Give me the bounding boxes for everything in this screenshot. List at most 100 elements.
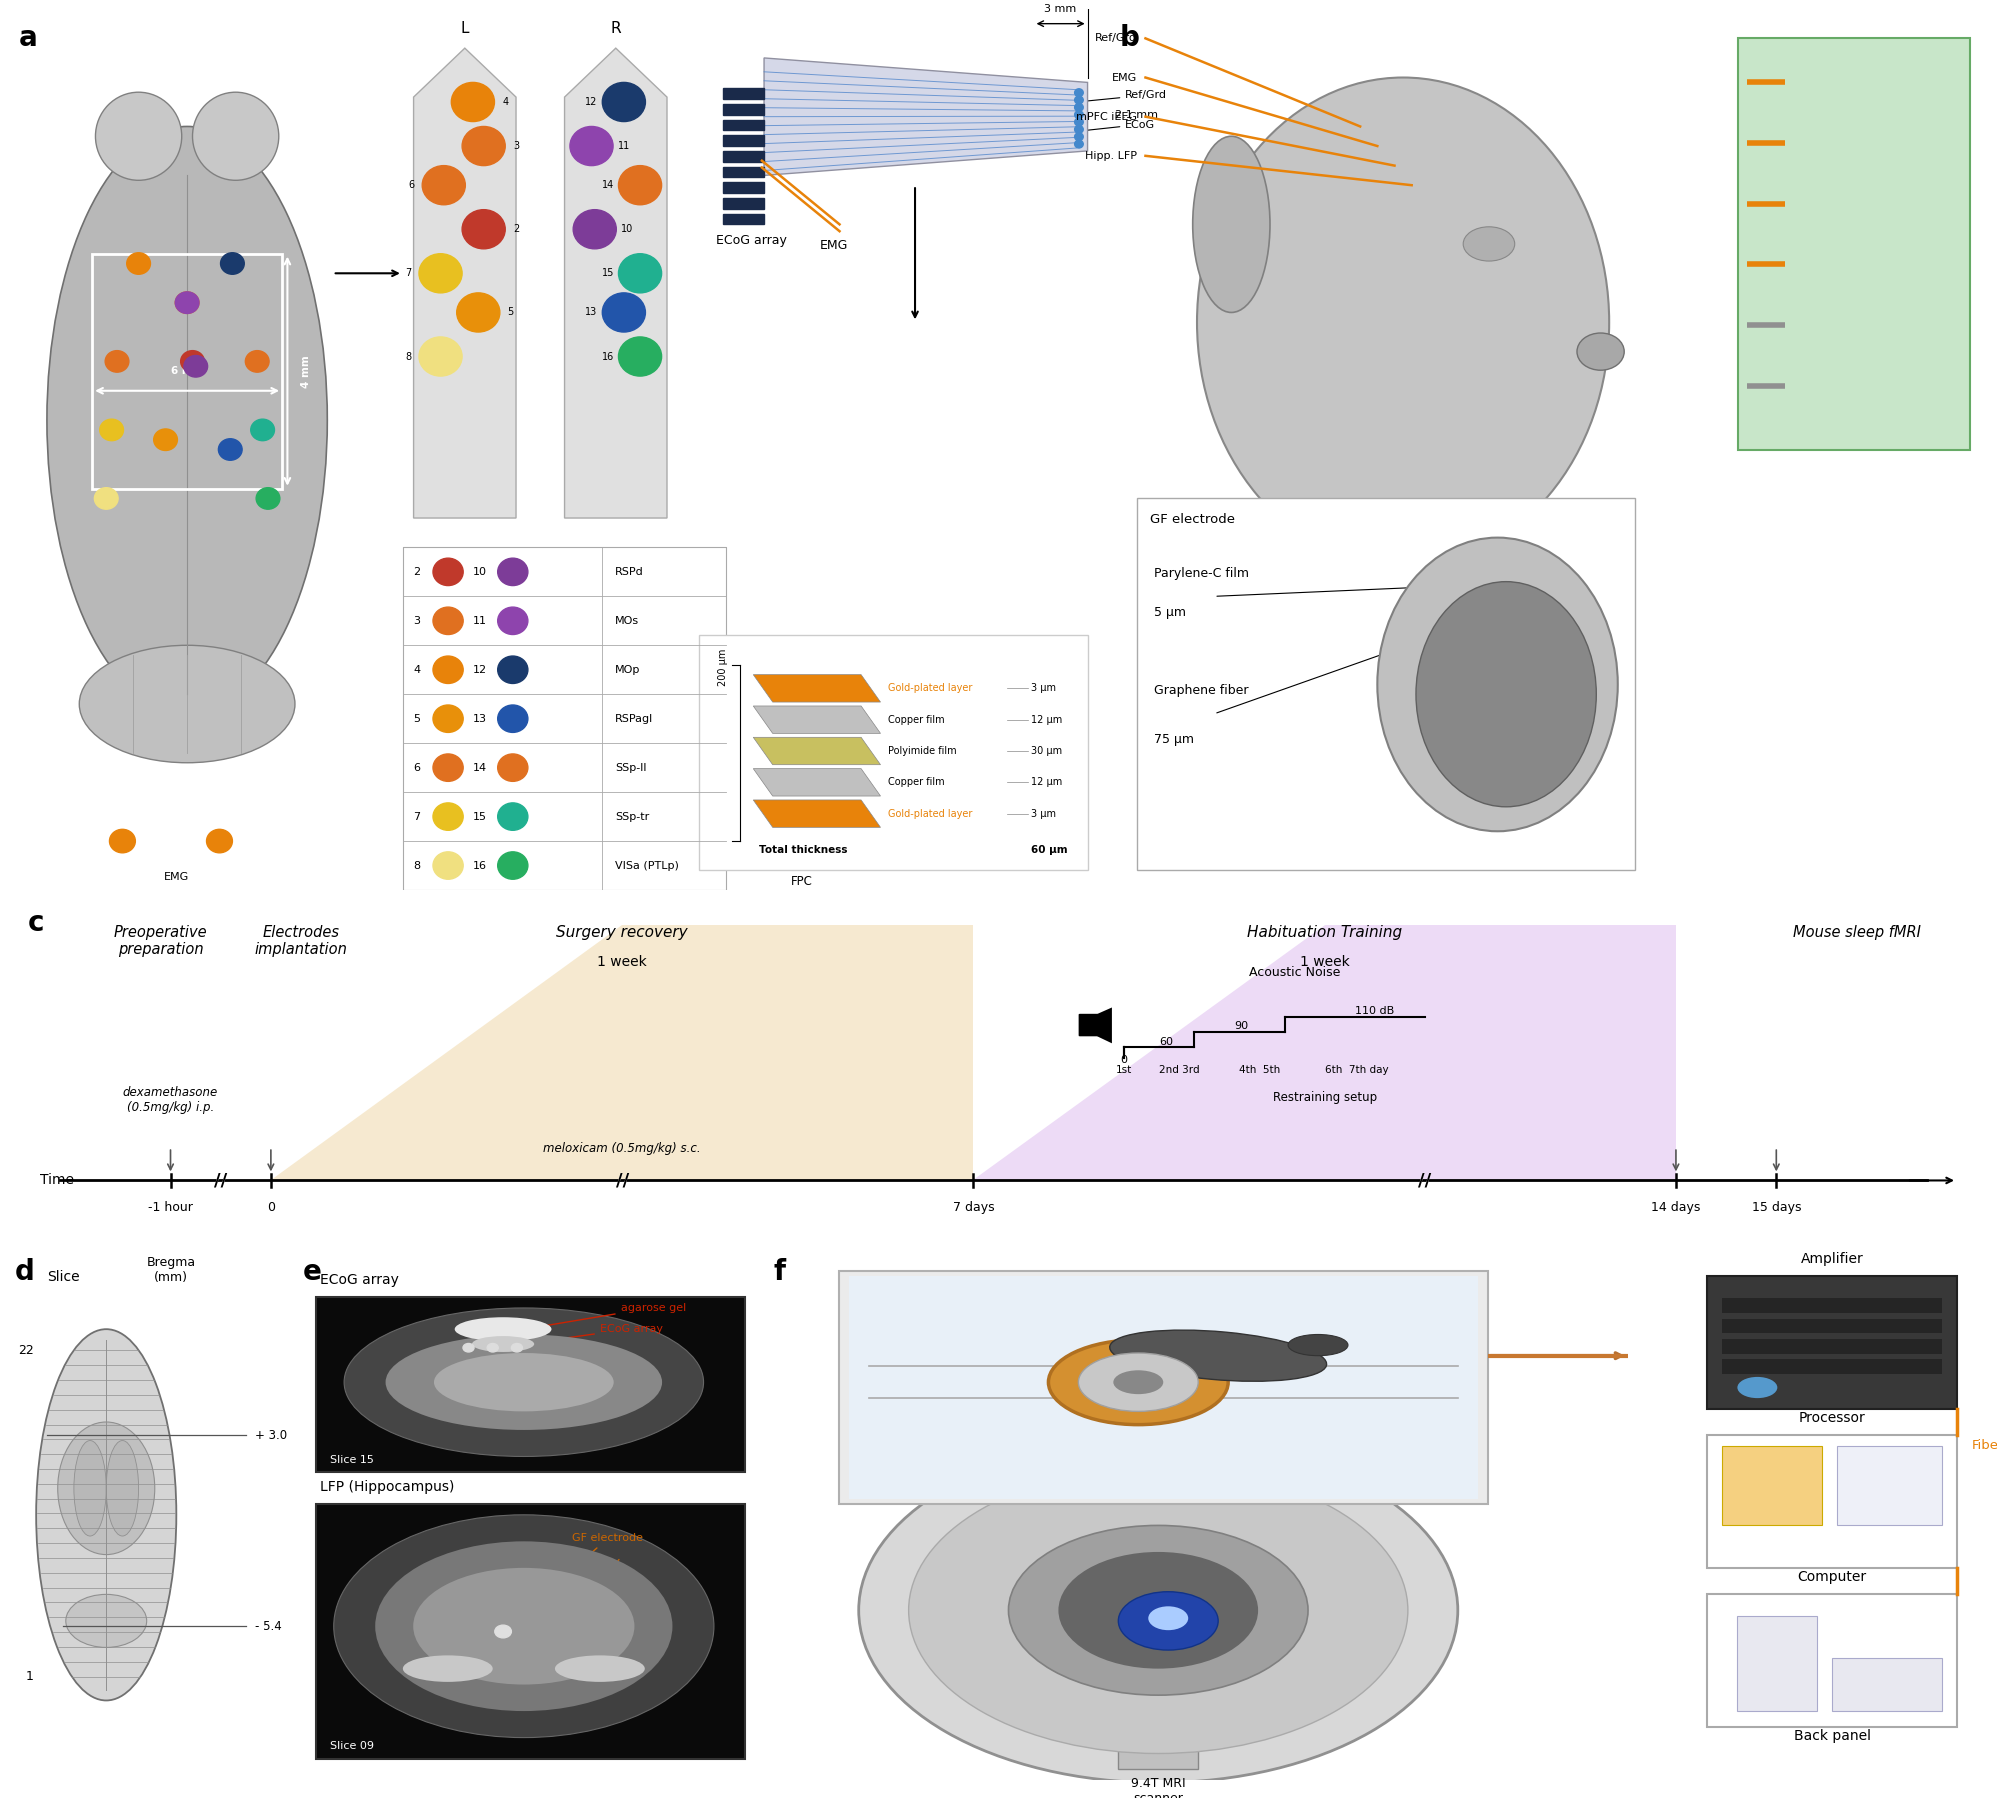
- Bar: [723, 135, 765, 146]
- Text: b: b: [1120, 23, 1140, 52]
- Text: RSPagl: RSPagl: [615, 714, 653, 725]
- Text: 75 μm: 75 μm: [1154, 734, 1194, 746]
- Circle shape: [126, 254, 150, 275]
- Text: MOp: MOp: [615, 665, 641, 674]
- Text: mPFC iEEG: mPFC iEEG: [1076, 111, 1136, 122]
- Ellipse shape: [1148, 1606, 1188, 1631]
- Ellipse shape: [1378, 538, 1618, 831]
- Text: 10: 10: [621, 225, 633, 234]
- Circle shape: [176, 291, 200, 313]
- Circle shape: [487, 1343, 499, 1352]
- Bar: [1721, 1318, 1941, 1334]
- Text: Back panel: Back panel: [1793, 1730, 1871, 1744]
- Circle shape: [1074, 140, 1082, 147]
- Circle shape: [252, 419, 274, 441]
- Text: Electrodes
implantation: Electrodes implantation: [254, 924, 347, 957]
- Circle shape: [421, 165, 465, 205]
- Circle shape: [433, 705, 463, 732]
- Text: 0: 0: [268, 1201, 276, 1214]
- Circle shape: [497, 656, 527, 683]
- Text: d: d: [14, 1257, 34, 1286]
- Ellipse shape: [58, 1422, 156, 1555]
- Text: 8: 8: [413, 861, 421, 870]
- Polygon shape: [1737, 1616, 1817, 1712]
- Ellipse shape: [192, 92, 280, 180]
- Text: //: //: [1418, 1172, 1432, 1190]
- Text: 9.4T MRI
scanner: 9.4T MRI scanner: [1130, 1778, 1186, 1798]
- Text: 11: 11: [473, 615, 487, 626]
- Text: 90: 90: [1234, 1021, 1248, 1032]
- Circle shape: [1074, 133, 1082, 140]
- Text: //: //: [214, 1172, 228, 1190]
- Text: VISa (PTLp): VISa (PTLp): [615, 861, 679, 870]
- Text: 6: 6: [407, 180, 415, 191]
- Ellipse shape: [96, 92, 182, 180]
- Bar: [316, 1298, 745, 1473]
- Text: Ref/Grd: Ref/Grd: [1793, 381, 1835, 390]
- Text: 2: 2: [513, 225, 519, 234]
- Text: a: a: [18, 23, 38, 52]
- Text: 30 μm: 30 μm: [1032, 746, 1062, 755]
- Ellipse shape: [36, 1329, 176, 1701]
- Ellipse shape: [859, 1438, 1458, 1782]
- Text: Copper film: Copper film: [889, 777, 945, 788]
- Text: ECoG: ECoG: [1080, 119, 1156, 131]
- Text: 3: 3: [413, 615, 421, 626]
- Circle shape: [1074, 111, 1082, 119]
- Circle shape: [1074, 88, 1082, 97]
- Text: ECoG array: ECoG array: [320, 1273, 399, 1287]
- Bar: [1837, 1446, 1941, 1525]
- Text: f: f: [775, 1257, 787, 1286]
- Text: Slice: Slice: [48, 1271, 80, 1284]
- Polygon shape: [753, 707, 881, 734]
- Circle shape: [433, 608, 463, 635]
- Text: Restraining setup: Restraining setup: [1272, 1091, 1376, 1104]
- Text: Copper film: Copper film: [889, 714, 945, 725]
- Ellipse shape: [333, 1514, 715, 1737]
- Text: 12 μm: 12 μm: [1032, 714, 1062, 725]
- Circle shape: [619, 165, 661, 205]
- Text: 14: 14: [601, 180, 613, 191]
- Ellipse shape: [1118, 1591, 1218, 1651]
- Ellipse shape: [1416, 583, 1596, 807]
- Circle shape: [419, 336, 461, 376]
- Ellipse shape: [343, 1307, 703, 1456]
- Text: Habituation Training: Habituation Training: [1246, 924, 1402, 940]
- Circle shape: [573, 210, 617, 248]
- Text: 3 mm: 3 mm: [1044, 4, 1076, 14]
- Text: 7: 7: [413, 811, 421, 822]
- Text: 7 days: 7 days: [953, 1201, 995, 1214]
- Circle shape: [1074, 119, 1082, 126]
- Polygon shape: [1078, 1007, 1112, 1043]
- Bar: [723, 104, 765, 115]
- Text: 3 μm: 3 μm: [1032, 683, 1056, 694]
- Bar: [1721, 1340, 1941, 1354]
- Text: 3 μm: 3 μm: [1032, 809, 1056, 818]
- Circle shape: [497, 753, 527, 782]
- Text: 2nd 3rd: 2nd 3rd: [1158, 1064, 1200, 1075]
- Text: Amplifier: Amplifier: [1801, 1251, 1863, 1266]
- Text: Preoperative
preparation: Preoperative preparation: [114, 924, 208, 957]
- Bar: [839, 1271, 1488, 1505]
- Bar: [1707, 1277, 1957, 1410]
- Circle shape: [495, 1625, 511, 1638]
- Text: LFP (Hippocampus): LFP (Hippocampus): [320, 1480, 453, 1494]
- Circle shape: [180, 351, 204, 372]
- Circle shape: [461, 126, 505, 165]
- Bar: [723, 182, 765, 192]
- Ellipse shape: [1192, 137, 1270, 313]
- Bar: [1721, 1298, 1941, 1313]
- Text: 2: 2: [413, 566, 421, 577]
- Text: Fiber: Fiber: [1971, 1440, 1997, 1453]
- Text: 4: 4: [413, 665, 421, 674]
- Text: agarose gel: agarose gel: [535, 1302, 685, 1329]
- Text: //: //: [615, 1172, 629, 1190]
- Circle shape: [461, 210, 505, 248]
- Circle shape: [619, 254, 661, 293]
- Ellipse shape: [1578, 333, 1624, 370]
- Circle shape: [433, 804, 463, 831]
- Text: Processor: Processor: [1799, 1411, 1865, 1426]
- Circle shape: [206, 829, 232, 852]
- Ellipse shape: [80, 645, 296, 762]
- Text: Hipp. LFP: Hipp. LFP: [1084, 151, 1136, 160]
